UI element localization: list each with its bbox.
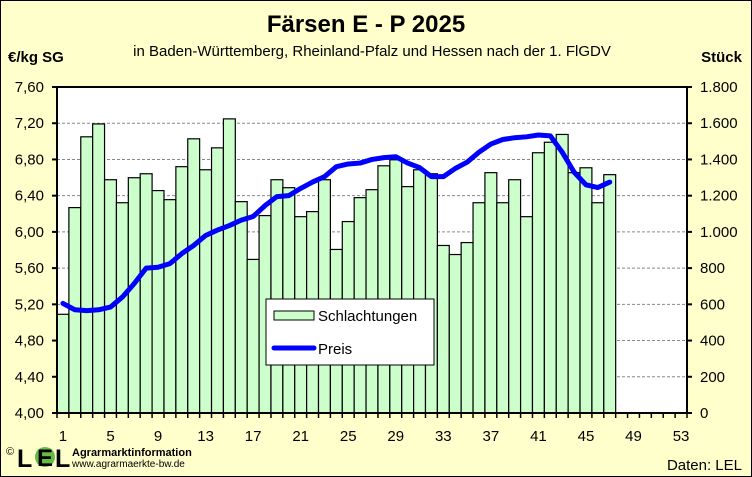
chart-title: Färsen E - P 2025 — [267, 11, 465, 38]
legend-label-line: Preis — [318, 341, 352, 358]
left-tick-label: 6,80 — [15, 151, 44, 168]
copyright-symbol: © — [6, 446, 14, 458]
right-tick-label: 1.200 — [700, 188, 738, 205]
bar-week-4 — [92, 123, 106, 414]
bar-week-31 — [413, 169, 427, 414]
x-tick-label: 21 — [292, 428, 309, 445]
bar-week-6 — [115, 202, 129, 414]
x-tick-label: 45 — [578, 428, 595, 445]
bar-week-28 — [377, 165, 391, 414]
legend: Schlachtungen Preis — [265, 298, 435, 366]
plot-border — [56, 86, 688, 414]
x-tick-label: 9 — [154, 428, 162, 445]
bar-week-35 — [460, 241, 474, 414]
bar-week-37 — [484, 172, 498, 414]
left-tick-label: 5,60 — [15, 260, 44, 277]
bar-week-19 — [270, 179, 284, 414]
bar-week-9 — [151, 189, 165, 414]
bar-week-14 — [210, 147, 225, 414]
right-tick-label: 1.400 — [700, 151, 738, 168]
right-axis-label: Stück — [701, 49, 743, 66]
left-tick-label: 5,20 — [15, 296, 44, 313]
x-tick-label: 5 — [106, 428, 114, 445]
price-line — [60, 132, 613, 314]
bar-week-3 — [80, 136, 94, 414]
org-name: Agrarmarktinformation — [72, 447, 192, 459]
bar-week-43 — [555, 133, 569, 414]
bar-week-11 — [175, 166, 189, 414]
legend-label-bars: Schlachtungen — [318, 308, 417, 325]
left-tick-label: 7,20 — [15, 115, 44, 132]
chart-subtitle: in Baden-Württemberg, Rheinland-Pfalz un… — [133, 43, 611, 60]
bar-week-32 — [424, 173, 438, 414]
right-tick-label: 400 — [700, 333, 725, 350]
bar-week-23 — [317, 179, 331, 414]
bar-week-41 — [531, 152, 545, 414]
left-axis-label: €/kg SG — [8, 49, 64, 66]
bar-week-13 — [199, 169, 213, 414]
bar-week-44 — [567, 172, 581, 414]
right-tick-label: 600 — [700, 296, 725, 313]
bar-week-46 — [591, 202, 605, 414]
x-tick-label: 29 — [387, 428, 404, 445]
right-tick-label: 0 — [700, 405, 708, 422]
data-source: Daten: LEL — [667, 457, 742, 474]
bar-week-8 — [139, 173, 153, 414]
x-tick-label: 1 — [59, 428, 67, 445]
bar-week-10 — [163, 199, 177, 414]
right-tick-label: 800 — [700, 260, 725, 277]
left-tick-label: 7,60 — [15, 79, 44, 96]
left-tick-label: 4,00 — [15, 405, 44, 422]
bar-week-17 — [246, 258, 260, 414]
x-tick-label: 41 — [530, 428, 547, 445]
left-tick-label: 6,00 — [15, 224, 44, 241]
bar-week-7 — [127, 177, 141, 414]
bar-week-38 — [496, 202, 510, 414]
bar-week-47 — [603, 174, 617, 414]
bar-week-39 — [508, 179, 522, 414]
x-tick-label: 33 — [435, 428, 452, 445]
bar-week-42 — [543, 141, 557, 414]
legend-box — [265, 298, 435, 366]
x-tick-label: 49 — [625, 428, 642, 445]
bar-week-45 — [579, 167, 593, 414]
right-tick-label: 1.800 — [700, 79, 738, 96]
bar-week-40 — [519, 216, 534, 414]
x-tick-label: 37 — [483, 428, 500, 445]
bar-week-16 — [234, 201, 248, 414]
bar-week-33 — [436, 244, 450, 414]
bar-week-29 — [389, 159, 403, 414]
logo-e: E — [37, 445, 53, 472]
bar-week-34 — [448, 253, 462, 414]
right-tick-label: 200 — [700, 369, 725, 386]
org-url: www.agrarmaerkte-bw.de — [71, 459, 185, 470]
right-tick-label: 1.600 — [700, 115, 738, 132]
left-tick-label: 6,40 — [15, 188, 44, 205]
legend-swatch-bars — [273, 310, 315, 321]
bar-week-5 — [103, 179, 118, 414]
bar-week-15 — [222, 118, 236, 414]
bar-week-12 — [187, 138, 201, 414]
x-tick-label: 53 — [673, 428, 690, 445]
logo-l1: L — [17, 445, 32, 473]
bar-week-1 — [56, 313, 70, 414]
x-tick-label: 17 — [245, 428, 262, 445]
left-tick-label: 4,80 — [15, 333, 44, 350]
logo-l2: L — [55, 445, 70, 473]
right-tick-label: 1.000 — [700, 224, 738, 241]
logo-e-circle — [35, 447, 55, 467]
lel-logo: © L E L — [6, 445, 70, 473]
x-tick-label: 13 — [197, 428, 214, 445]
bar-week-36 — [472, 202, 486, 414]
x-tick-label: 25 — [340, 428, 357, 445]
left-tick-label: 4,40 — [15, 369, 44, 386]
